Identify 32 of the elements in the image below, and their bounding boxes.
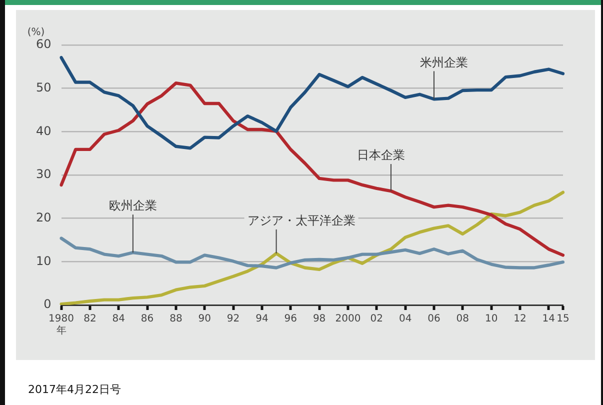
x-tick-label: 02: [370, 314, 384, 325]
x-tick-label: 08: [456, 314, 470, 325]
y-tick-label: 20: [36, 210, 52, 224]
text: アジア・太平洋企業: [247, 214, 356, 228]
x-tick-label: 96: [284, 314, 297, 325]
series-label: 米州企業: [420, 55, 468, 70]
y-axis-title: (%): [27, 27, 45, 38]
y-tick-label: 0: [44, 297, 52, 312]
x-tick-label: 04: [398, 314, 412, 325]
x-tick-label: 12: [514, 314, 526, 325]
x-tick-label: 15: [556, 314, 570, 325]
text: 2017年4月22日号: [28, 382, 121, 397]
x-tick-label: 10: [484, 314, 498, 325]
y-tick-label: 30: [36, 167, 52, 182]
y-tick-label: 10: [36, 254, 52, 268]
x-tick-label: 1980年: [48, 314, 74, 337]
series-label: 日本企業: [356, 148, 405, 162]
x-tick-label: 92: [226, 314, 240, 325]
x-tick-label: 98: [312, 314, 326, 325]
text: 欧州企業: [108, 198, 157, 213]
x-tick-label: 90: [198, 314, 211, 325]
y-tick-label: 60: [36, 37, 52, 52]
x-tick-label: 2000: [335, 314, 361, 325]
x-tick-label: 84: [112, 314, 125, 325]
x-tick-label: 82: [84, 314, 96, 325]
y-tick-label: 50: [36, 80, 52, 94]
x-tick-label: 06: [428, 314, 440, 325]
x-tick-label: 88: [170, 314, 182, 325]
y-tick-label: 40: [36, 124, 52, 138]
x-tick-label: 14: [542, 314, 556, 325]
x-tick-label: 86: [140, 314, 154, 325]
x-tick-label: 94: [256, 314, 268, 325]
